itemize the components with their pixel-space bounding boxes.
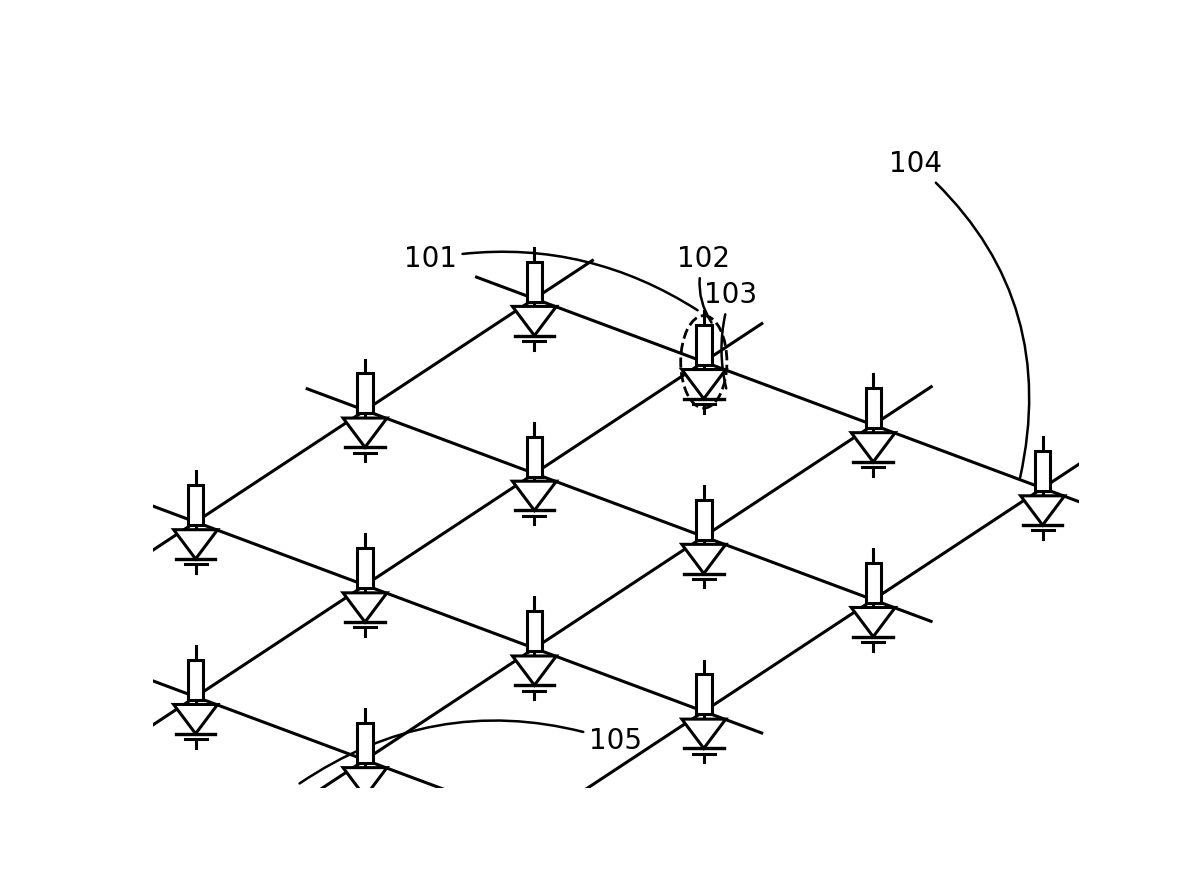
Bar	[526, 612, 542, 651]
Polygon shape	[343, 418, 387, 447]
Polygon shape	[512, 656, 557, 685]
Bar	[696, 325, 712, 365]
Polygon shape	[512, 306, 557, 335]
Text: 102: 102	[677, 244, 731, 322]
Bar	[188, 660, 203, 700]
Bar	[357, 723, 373, 763]
Bar	[1035, 451, 1051, 491]
Polygon shape	[682, 370, 726, 399]
Bar	[188, 485, 203, 525]
Polygon shape	[682, 544, 726, 573]
Polygon shape	[512, 481, 557, 511]
Polygon shape	[1020, 496, 1065, 525]
Bar	[696, 674, 712, 714]
Polygon shape	[851, 607, 895, 636]
Polygon shape	[682, 720, 726, 749]
Polygon shape	[851, 433, 895, 462]
Polygon shape	[173, 704, 218, 734]
Text: 104: 104	[889, 150, 1029, 478]
Text: 105: 105	[299, 720, 642, 783]
Bar	[865, 563, 881, 603]
Bar	[696, 500, 712, 540]
Bar	[526, 262, 542, 302]
Text: 101: 101	[404, 244, 697, 311]
Polygon shape	[343, 767, 387, 796]
Bar	[526, 436, 542, 476]
Polygon shape	[173, 530, 218, 559]
Bar	[865, 388, 881, 428]
Polygon shape	[343, 593, 387, 622]
Bar	[357, 548, 373, 589]
Bar	[357, 373, 373, 413]
Text: 103: 103	[704, 281, 757, 389]
